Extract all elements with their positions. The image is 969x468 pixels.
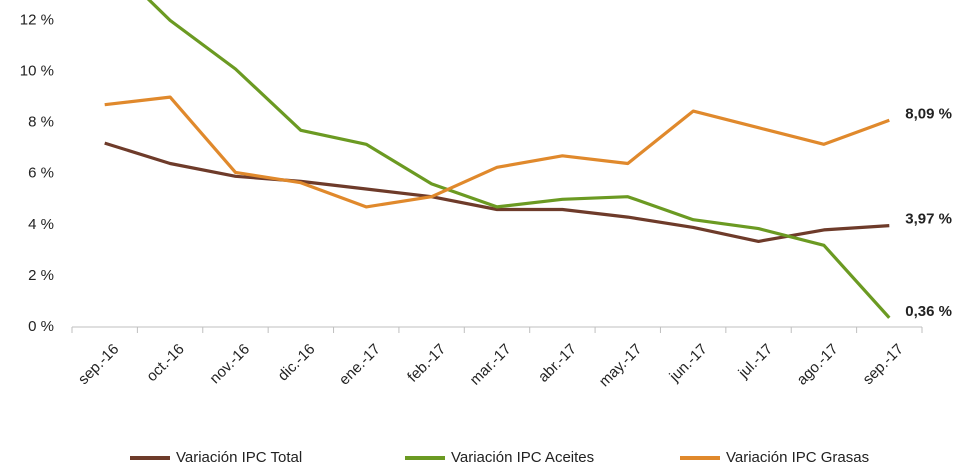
series-line <box>104 95 890 209</box>
x-tick-label: sep.-16 <box>75 341 122 388</box>
y-tick-label: 4 % <box>28 216 54 233</box>
x-tick-label: dic.-16 <box>275 341 319 385</box>
y-tick-label: 12 % <box>20 11 54 28</box>
x-tick-label: oct.-16 <box>143 341 187 385</box>
x-tick-label: jun.-17 <box>666 341 711 386</box>
y-tick-label: 6 % <box>28 165 54 182</box>
y-tick-label: 10 % <box>20 63 54 80</box>
x-tick-label: mar.-17 <box>467 341 515 389</box>
legend-label: Variación IPC Grasas <box>726 449 869 466</box>
plot-area <box>104 0 891 319</box>
x-tick-label: nov.-16 <box>206 341 253 388</box>
legend-label: Variación IPC Aceites <box>451 449 594 466</box>
x-tick-label: abr.-17 <box>535 341 580 386</box>
series-line <box>104 141 890 243</box>
y-tick-label: 2 % <box>28 267 54 284</box>
legend-label: Variación IPC Total <box>176 449 302 466</box>
series-line <box>146 0 891 319</box>
data-label: 0,36 % <box>905 303 952 320</box>
x-tick-label: jul.-17 <box>735 341 777 383</box>
x-tick-label: sep.-17 <box>860 341 907 388</box>
x-tick-label: ago.-17 <box>794 341 842 389</box>
data-label: 3,97 % <box>905 211 952 228</box>
y-tick-label: 8 % <box>28 114 54 131</box>
x-tick-label: feb.-17 <box>404 341 449 386</box>
y-tick-label: 0 % <box>28 318 54 335</box>
x-tick-label: may.-17 <box>596 341 646 391</box>
data-label: 8,09 % <box>905 105 952 122</box>
x-tick-label: ene.-17 <box>336 341 384 389</box>
